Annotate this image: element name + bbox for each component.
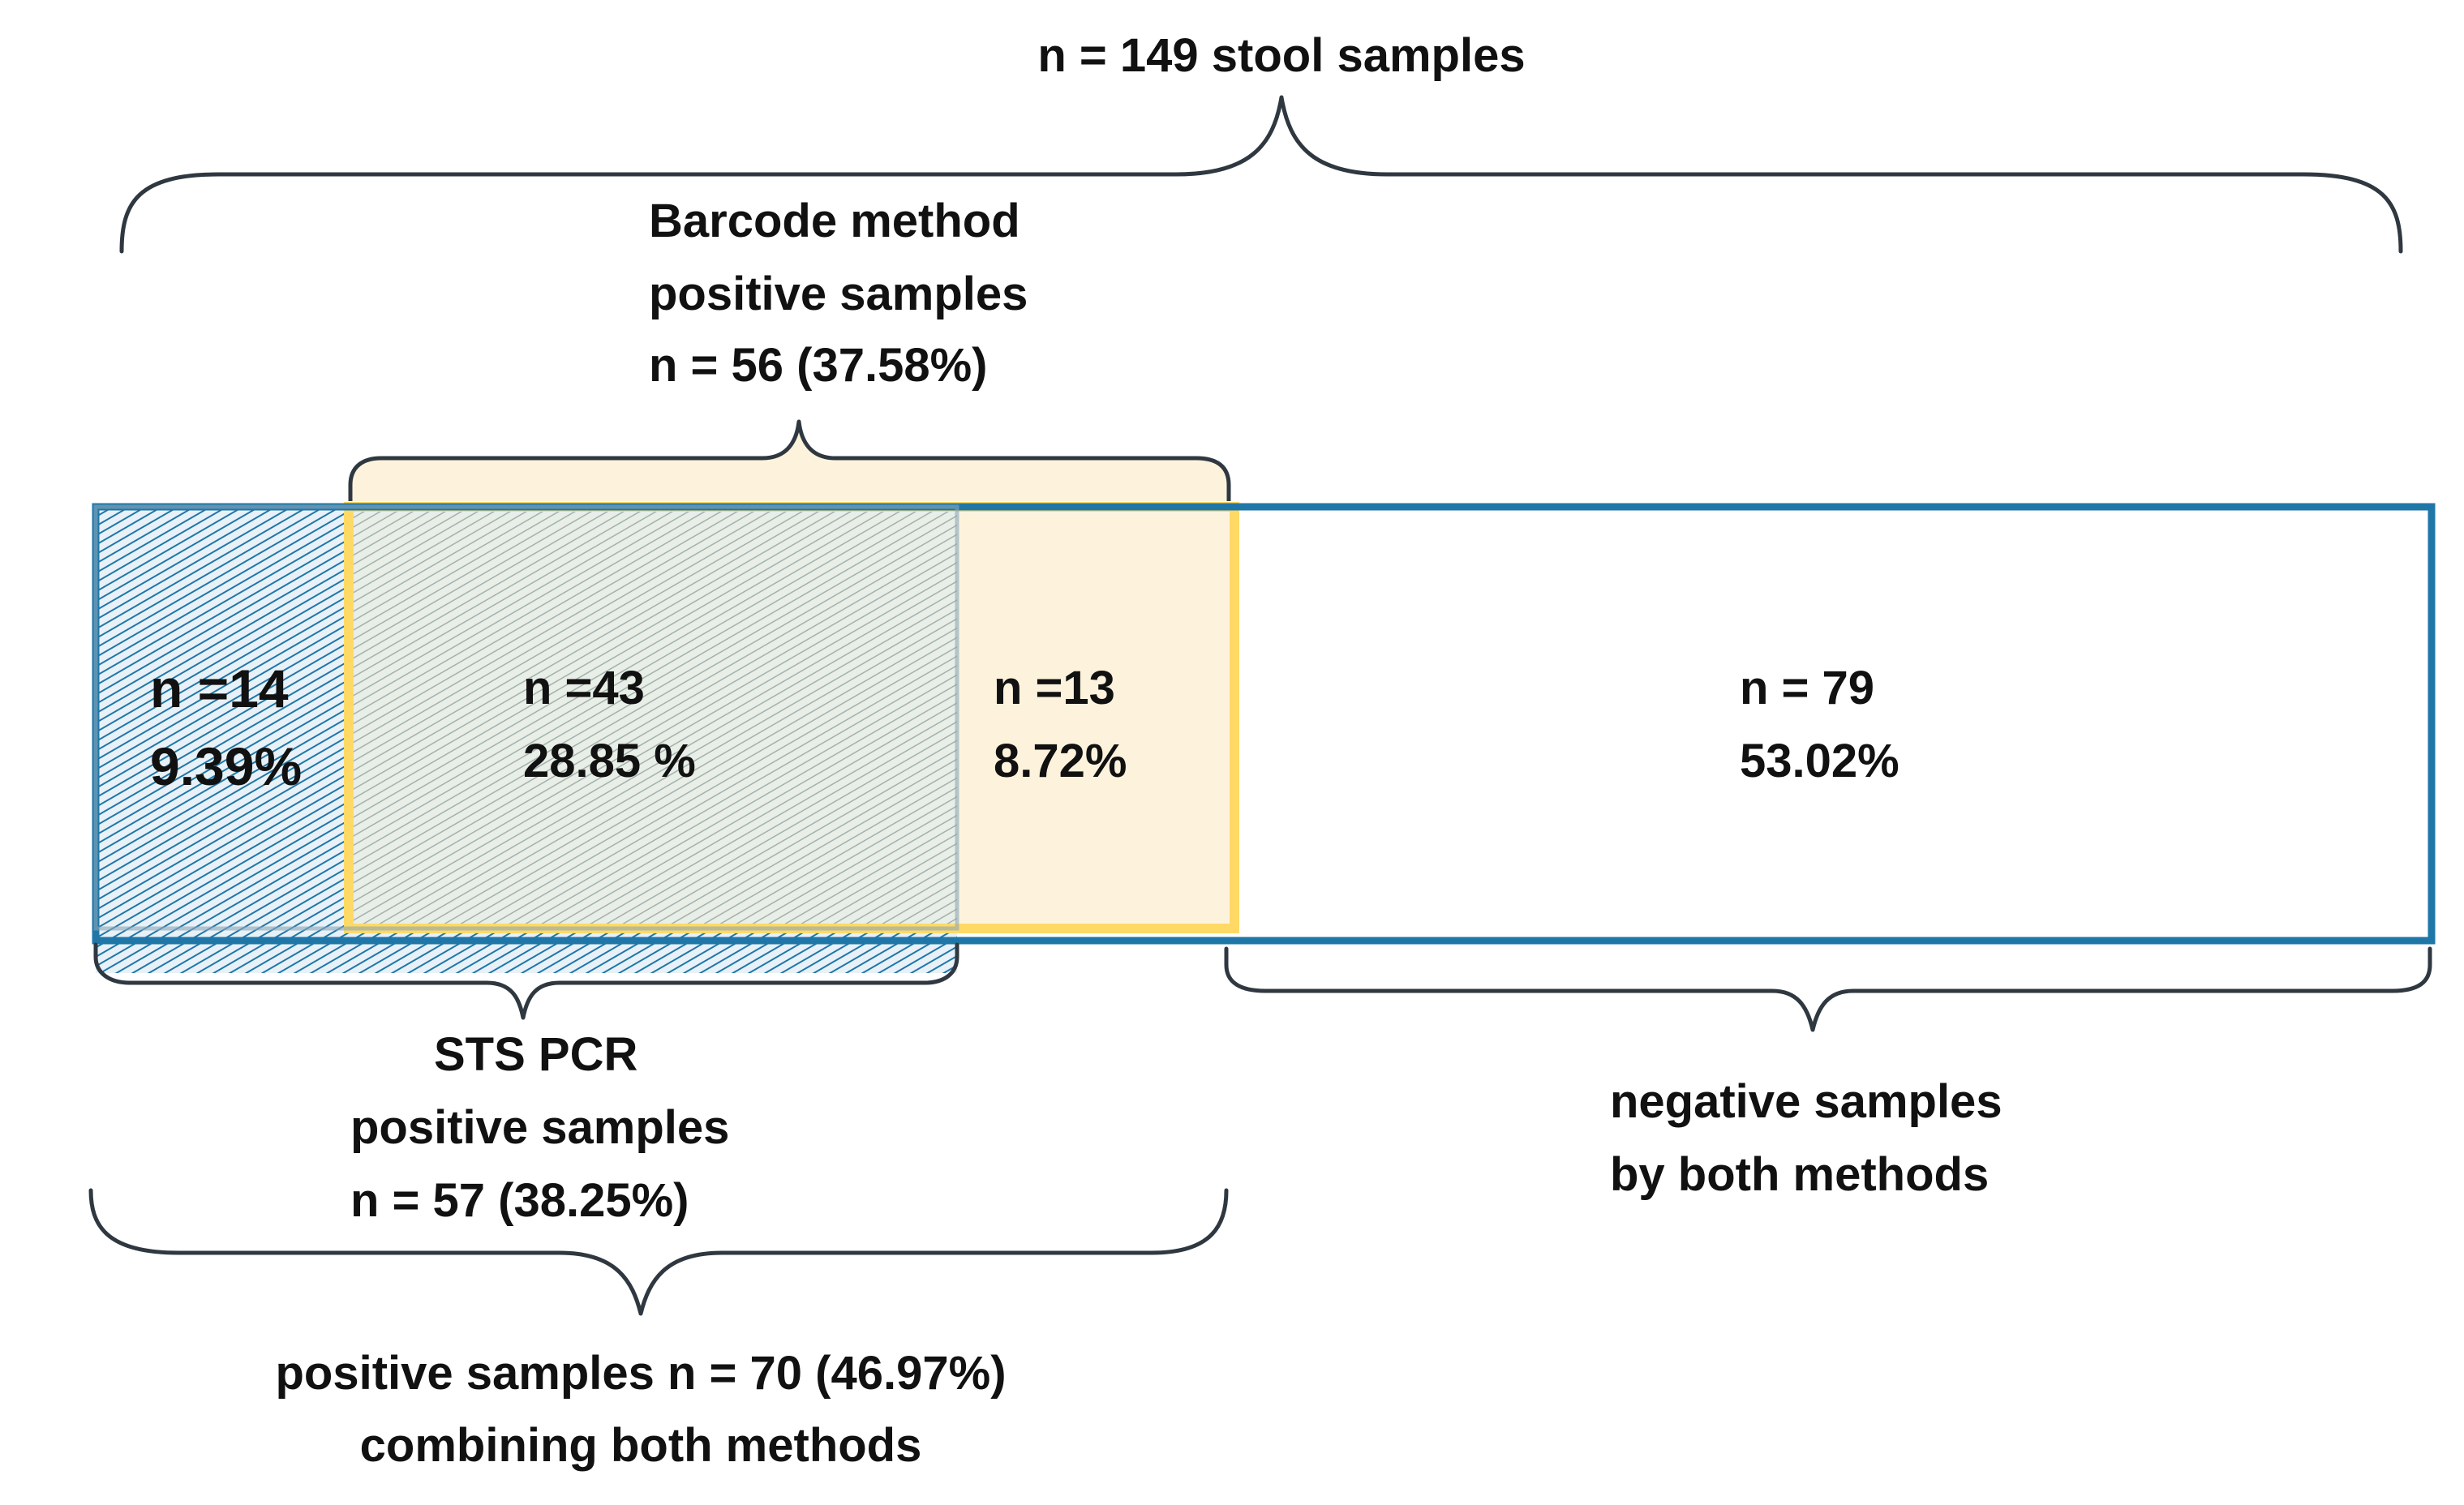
barcode-subtitle: positive samples xyxy=(649,268,1028,320)
barcode-title: Barcode method xyxy=(649,195,1020,247)
segment-barcode-only-pct: 8.72% xyxy=(994,735,1127,787)
negative-title: negative samples xyxy=(1610,1075,2003,1128)
negative-subtitle: by both methods xyxy=(1610,1148,1989,1201)
segment-barcode-only-n: n =13 xyxy=(994,662,1115,714)
sts-brace xyxy=(93,942,959,1020)
combined-title: positive samples n = 70 (46.97%) xyxy=(275,1347,1006,1400)
total-brace xyxy=(119,95,2403,254)
segment-both-n: n =43 xyxy=(523,662,645,714)
segment-negative-n: n = 79 xyxy=(1740,662,1874,714)
segment-both-pct: 28.85 % xyxy=(523,735,696,787)
negative-brace xyxy=(1224,946,2432,1032)
segment-negative-pct: 53.02% xyxy=(1740,735,1900,787)
segment-both xyxy=(349,507,957,928)
total-label: n = 149 stool samples xyxy=(1037,29,1525,82)
sts-title: STS PCR xyxy=(434,1028,637,1081)
barcode-brace xyxy=(348,419,1231,501)
segment-sts-only-pct: 9.39% xyxy=(150,736,302,796)
sts-subtitle: positive samples xyxy=(350,1101,729,1154)
barcode-count: n = 56 (37.58%) xyxy=(649,339,988,392)
sts-region-outline xyxy=(93,504,959,931)
combined-brace xyxy=(88,1188,1229,1316)
sts-count: n = 57 (38.25%) xyxy=(350,1174,689,1227)
segment-sts-only xyxy=(96,507,349,928)
sts-hatch-strip xyxy=(96,928,957,973)
combined-subtitle: combining both methods xyxy=(360,1419,922,1472)
segment-sts-only-n: n =14 xyxy=(150,658,289,718)
